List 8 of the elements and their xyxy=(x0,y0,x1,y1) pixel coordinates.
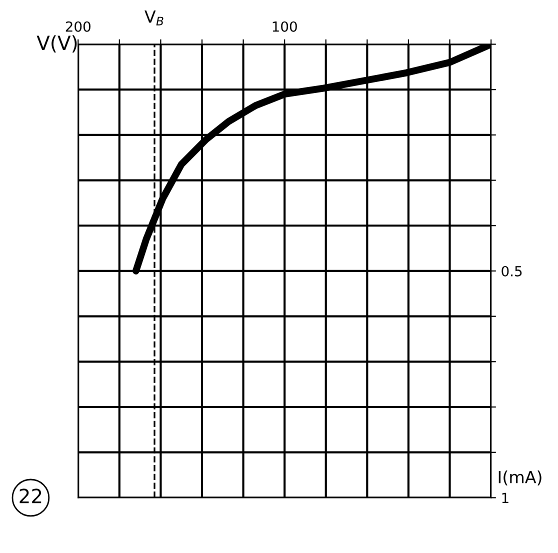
text: 22 xyxy=(20,488,42,504)
x-tick-label: 200 xyxy=(66,21,90,32)
y-tick-label: 0.5 xyxy=(502,266,522,276)
y-tick-label: 1 xyxy=(502,492,508,503)
y-axis-title: I(mA) xyxy=(498,470,542,486)
x-tick-label: 100 xyxy=(272,21,297,32)
ref-line-label: V$_{B}$ xyxy=(144,10,164,26)
x-axis-title: V(V) xyxy=(36,35,77,53)
